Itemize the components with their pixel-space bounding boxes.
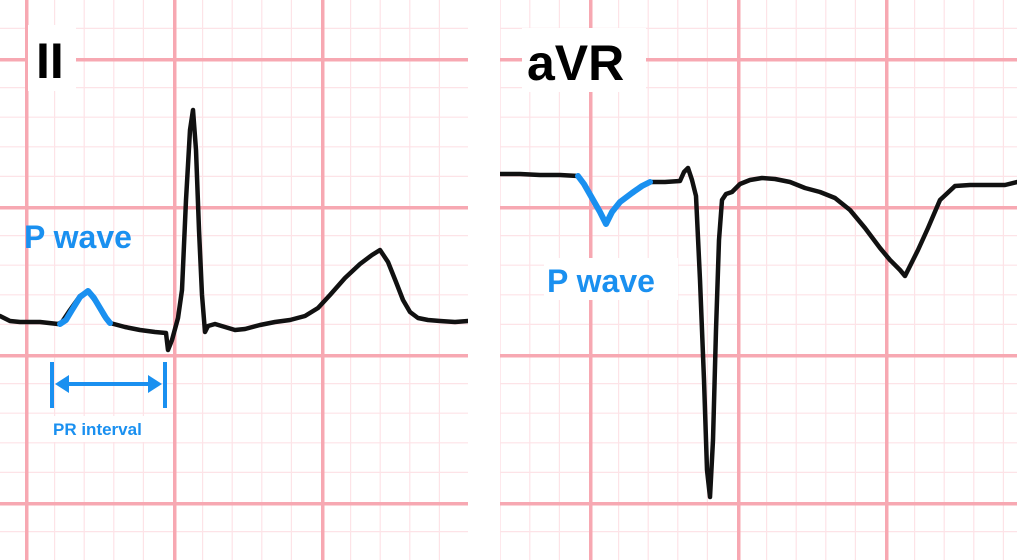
p-wave-highlight	[57, 288, 113, 327]
lead-ii-strip: II P wave PR interval	[0, 0, 468, 560]
pr-label-bg	[48, 416, 170, 442]
p-wave-label: P wave	[547, 263, 655, 299]
lead-label-bg	[28, 25, 76, 91]
lead-ii-panel: II P wave PR interval	[0, 0, 468, 560]
p-wave-highlight	[575, 173, 653, 227]
pr-interval-bracket	[50, 362, 167, 408]
lead-label: aVR	[527, 35, 624, 91]
lead-label: II	[36, 33, 64, 89]
p-wave-label-bg	[544, 258, 678, 300]
lead-avr-panel: aVR P wave	[500, 0, 1017, 560]
lead-label-bg	[522, 28, 646, 92]
p-wave-label: P wave	[24, 219, 132, 255]
pr-interval-label: PR interval	[53, 420, 142, 439]
ecg-grid	[0, 0, 468, 560]
lead-avr-strip: aVR P wave	[500, 0, 1017, 560]
